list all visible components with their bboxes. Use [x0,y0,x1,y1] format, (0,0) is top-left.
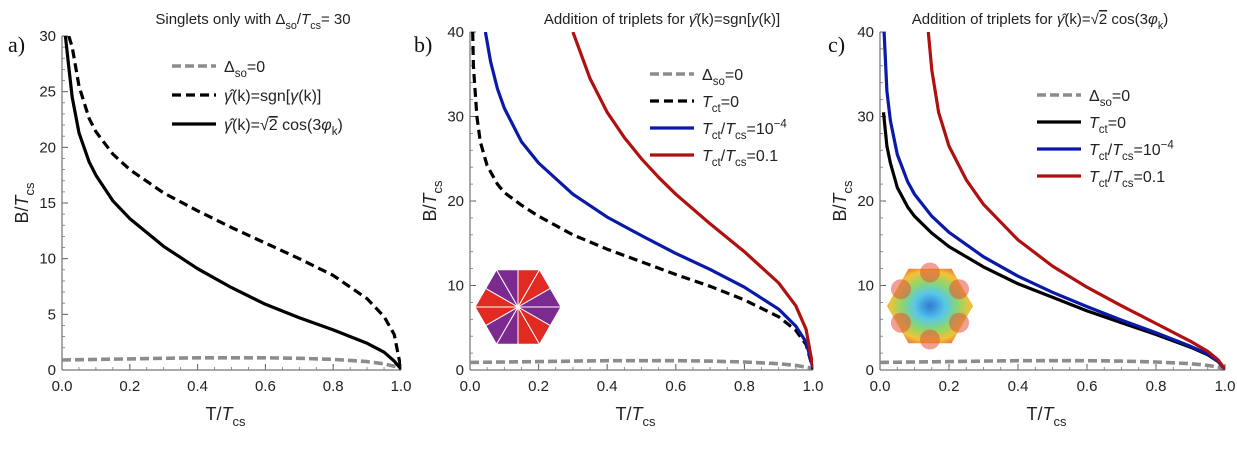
x-tick-label: 0.6 [255,378,276,395]
panel-letter: a) [8,32,25,57]
y-tick-label: 0 [48,362,56,379]
series-line-1 [67,36,401,370]
x-tick-label: 0.0 [870,378,891,395]
legend-label: Δso=0 [224,59,265,80]
x-axis-label: T/Tcs [1027,404,1067,429]
series-line-0 [62,356,401,370]
chart-title: Singlets only with Δso/Tcs= 30 [155,11,350,32]
x-tick-label: 1.0 [1215,378,1236,395]
legend-label: Δso=0 [702,67,743,88]
panel-letter: b) [414,32,432,57]
hexagon-lobe [920,262,940,283]
x-tick-label: 0.6 [665,378,686,395]
series-line-1 [471,32,813,370]
series-group [880,32,1225,371]
series-line-3 [571,32,813,368]
y-tick-label: 10 [447,278,464,295]
y-tick-label: 10 [857,278,874,295]
x-tick-label: 0.6 [1077,378,1098,395]
panel-a: a) Singlets only with Δso/Tcs= 30 0.0 0.2 0.… [8,11,411,429]
legend-label: Tct/Tcs=0.1 [1089,169,1165,190]
y-tick-label: 30 [857,109,874,126]
panel-c: c) Addition of triplets for γ̂(k)=√2 cos(… [828,11,1235,429]
hexagon-lobe [920,329,940,350]
series-line-2 [483,32,813,369]
legend-label: Tct/Tcs=10−4 [1089,140,1174,164]
y-axis-label: B/Tcs [830,180,855,221]
legend-label: γ̂(k)=√2 cos(3φk) [224,117,343,138]
legend-label: Tct=0 [1089,115,1126,136]
y-tick-label: 30 [447,109,464,126]
y-axis-label: B/Tcs [420,180,445,221]
x-tick-label: 0.8 [734,378,755,395]
chart-title: Addition of triplets for γ̂(k)=√2 cos(3φ… [912,11,1168,32]
legend: Δso=0 Tct=0 Tct/Tcs=10−4 Tct/Tcs=0.1 [650,67,787,169]
y-tick-label: 5 [48,306,56,323]
x-tick-label: 0.4 [1008,378,1029,395]
legend-label: Tct/Tcs=0.1 [702,148,778,169]
legend: Δso=0 Tct=0 Tct/Tcs=10−4 Tct/Tcs=0.1 [1037,88,1174,190]
panel-b: b) Addition of triplets for γ̂(k)=sgn[γ(k… [414,11,823,429]
x-tick-label: 1.0 [803,378,824,395]
y-tick-label: 20 [447,193,464,210]
hexagon-inset [474,268,562,346]
y-tick-label: 40 [447,24,464,41]
hexagon-inset [887,262,973,350]
series-line-3 [926,32,1225,371]
x-tick-label: 0.8 [323,378,344,395]
legend-label: Tct=0 [702,94,739,115]
y-tick-label: 15 [39,195,56,212]
y-tick-label: 20 [857,193,874,210]
hexagon-lobe [949,279,970,300]
x-tick-label: 1.0 [391,378,412,395]
x-tick-label: 0.8 [1146,378,1167,395]
legend-label: Δso=0 [1089,88,1130,109]
x-tick-label: 0.4 [597,378,618,395]
series-line-0 [470,358,813,371]
y-tick-label: 10 [39,251,56,268]
y-tick-label: 40 [857,24,874,41]
series-line-0 [880,358,1225,371]
y-tick-label: 30 [39,28,56,45]
y-axis-label: B/Tcs [12,182,37,223]
x-axis-label: T/Tcs [206,404,246,429]
series-group [62,36,401,370]
hexagon-lobe [949,312,970,333]
hexagon-sector [516,287,562,308]
y-tick-label: 0 [866,362,874,379]
series-line-2 [63,36,401,370]
x-tick-label: 0.0 [52,378,73,395]
y-tick-label: 20 [39,139,56,156]
y-tick-label: 0 [456,362,464,379]
legend: Δso=0 γ̂(k)=sgn[γ(k)] γ̂(k)=√2 cos(3φk) [172,59,343,138]
x-tick-label: 0.2 [119,378,140,395]
x-tick-label: 0.0 [460,378,481,395]
series-group [470,32,813,371]
x-axis-label: T/Tcs [616,404,656,429]
hexagon-lobe [890,279,911,300]
x-tick-label: 0.4 [187,378,208,395]
x-tick-label: 0.2 [528,378,549,395]
legend-label: Tct/Tcs=10−4 [702,119,787,143]
hexagon-lobe [890,312,911,333]
x-tick-label: 0.2 [939,378,960,395]
chart-title: Addition of triplets for γ̂(k)=sgn[γ(k)] [544,11,780,28]
series-line-2 [882,32,1225,371]
legend-label: γ̂(k)=sgn[γ(k)] [224,88,321,105]
y-tick-label: 25 [39,84,56,101]
panel-letter: c) [828,32,845,57]
